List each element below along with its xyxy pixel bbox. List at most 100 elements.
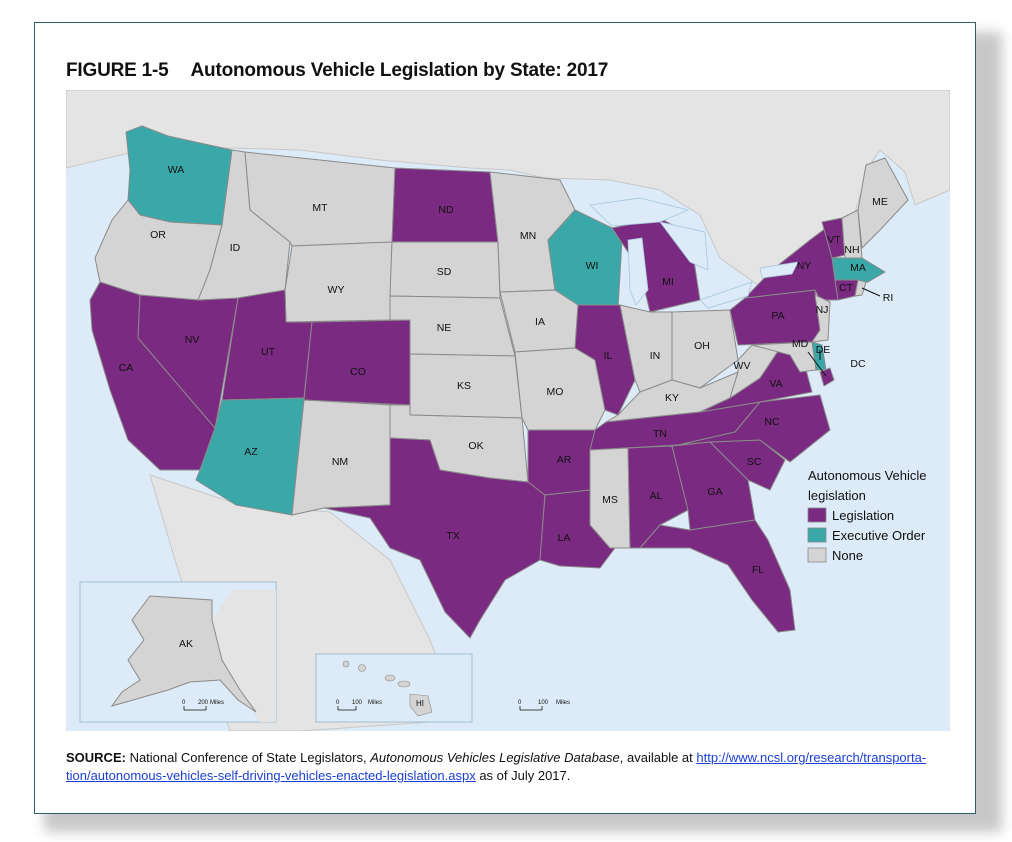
leader-dc [807,351,827,377]
legend-label-legislation: Legislation [832,508,894,523]
hawaii-inset-box [315,653,473,723]
source-label: SOURCE: [66,750,126,765]
label-ND: ND [438,204,454,216]
label-DC: DC [850,358,866,370]
state-WI [547,209,623,309]
scale-alaska-value: 200 [198,700,209,706]
label-MO: MO [547,386,564,398]
legend-title-line1: Autonomous Vehicle [808,468,927,483]
state-MS [589,447,631,549]
state-ME [857,157,909,249]
source-database-name: Autonomous Vehicles Legislative Database [370,750,620,765]
scale-alaska-zero: 0 [182,700,186,706]
label-NY: NY [797,260,812,272]
scale-bar-hawaii: 0 100 Miles [336,700,382,711]
label-WA: WA [168,164,185,176]
state-NC [677,394,831,463]
lake-erie [699,281,753,309]
label-CO: CO [350,366,366,378]
label-UT: UT [261,346,276,358]
label-NV: NV [185,334,200,346]
source-text-middle: , available at [619,750,697,765]
label-MD: MD [792,338,809,350]
state-MD [751,341,817,373]
label-RI: RI [883,292,894,304]
canada-landmass [66,90,950,286]
great-lakes [589,197,799,309]
label-NE: NE [437,322,452,334]
label-CA: CA [119,362,134,374]
figure-title: FIGURE 1-5 Autonomous Vehicle Legislation… [66,60,608,82]
label-WY: WY [328,284,345,296]
label-SD: SD [437,266,452,278]
label-MS: MS [602,494,618,506]
label-AZ: AZ [244,446,258,458]
label-SC: SC [747,456,762,468]
hawaii-island-1 [342,660,350,668]
map-legend: Autonomous Vehicle legislation Legislati… [807,468,927,563]
label-GA: GA [707,486,722,498]
label-NM: NM [332,456,348,468]
scale-bar-main: 0 100 Miles [518,700,570,711]
label-WI: WI [586,260,599,272]
label-CT: CT [839,282,854,294]
label-HI: HI [416,699,424,708]
label-WV: WV [734,360,751,372]
source-link-line1: http://www.ncsl.org/research/transporta- [696,750,927,765]
label-NH: NH [844,244,859,256]
label-MN: MN [520,230,536,242]
label-AR: AR [557,454,572,466]
source-link[interactable]: http://www.ncsl.org/research/transporta-… [66,750,926,783]
label-IA: IA [535,316,545,328]
source-link-line2: tion/autonomous-vehicles-self-driving-ve… [66,768,476,783]
label-MA: MA [850,262,866,274]
label-OH: OH [694,340,710,352]
label-KS: KS [457,380,471,392]
state-WY [284,241,393,323]
leader-ri [861,287,881,297]
scale-main-unit: Miles [556,700,570,706]
hawaii-inset: HI [315,653,473,723]
hawaii-island-4 [397,680,411,688]
figure-number: FIGURE 1-5 [66,60,169,81]
legend-swatch-legislation [807,507,827,523]
source-text-before: National Conference of State Legislators… [125,750,371,765]
label-DE: DE [816,344,831,356]
label-ME: ME [872,196,888,208]
label-FL: FL [752,564,764,576]
label-AL: AL [650,490,663,502]
label-OR: OR [150,229,166,241]
scale-hawaii-unit: Miles [368,700,382,706]
label-VT: VT [827,234,841,246]
state-OH [671,309,739,389]
hawaii-island-2 [358,664,366,672]
scale-main-value: 100 [538,700,549,706]
state-MA [831,257,886,283]
hawaii-island-3 [384,674,396,682]
legend-swatch-none [807,547,827,563]
label-LA: LA [558,532,571,544]
label-MI: MI [662,276,674,288]
scale-alaska-unit: Miles [210,700,224,706]
canada-inset-land [212,590,276,722]
scale-bar-alaska: 0 200 Miles [182,700,224,711]
lake-superior [589,197,690,227]
state-FL [639,519,796,633]
scale-hawaii-zero: 0 [336,700,340,706]
label-IL: IL [604,350,613,362]
hawaii-big-island [409,693,433,717]
label-TN: TN [653,428,667,440]
label-MT: MT [312,202,328,214]
label-AK: AK [179,638,193,650]
label-NJ: NJ [816,304,829,316]
state-RI [854,279,867,297]
label-VA: VA [769,378,782,390]
legend-label-executive-order: Executive Order [832,528,926,543]
us-map: WA OR CA NV ID MT WY UT AZ CO NM ND SD N… [66,90,950,731]
label-NC: NC [764,416,780,428]
state-NJ [811,294,831,343]
lake-michigan [627,237,649,306]
state-CO [303,319,411,406]
figure-title-text: Autonomous Vehicle Legislation by State:… [190,60,609,81]
legend-label-none: None [832,548,863,563]
